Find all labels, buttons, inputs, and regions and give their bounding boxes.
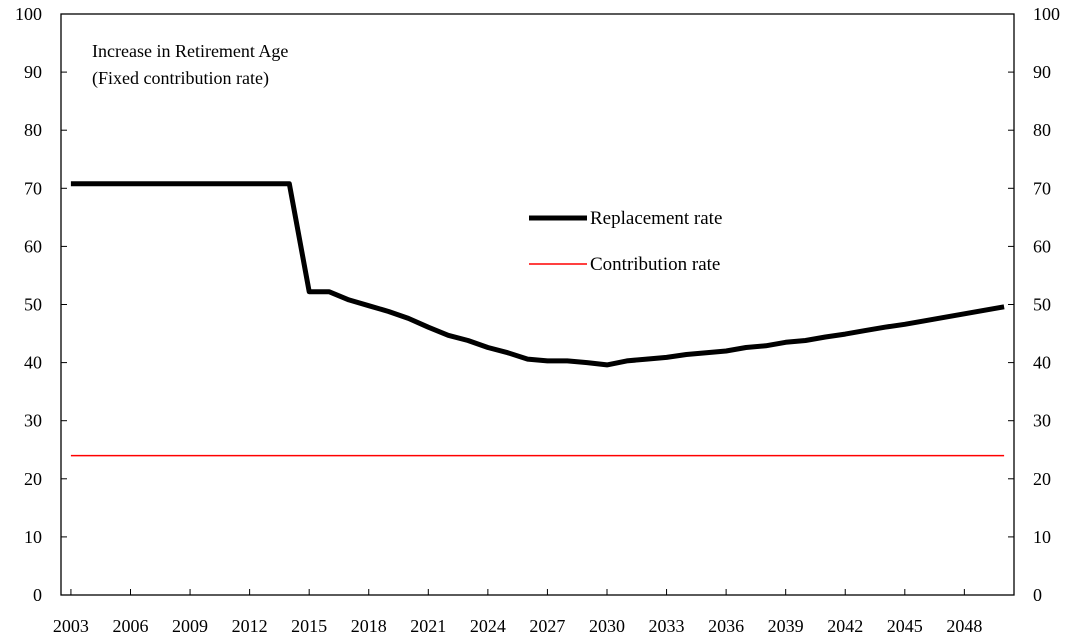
y-tick-label-right: 90 bbox=[1033, 62, 1051, 82]
legend-label-replacement-rate: Replacement rate bbox=[590, 208, 722, 229]
legend-label-contribution-rate: Contribution rate bbox=[590, 254, 720, 275]
x-tick-label: 2009 bbox=[172, 616, 208, 636]
y-axis-left: 0 10 20 30 40 50 60 70 80 90 100 bbox=[15, 4, 67, 605]
y-tick-label-left: 100 bbox=[15, 4, 42, 24]
y-tick-label-left: 20 bbox=[24, 469, 42, 489]
y-tick-label-left: 10 bbox=[24, 527, 42, 547]
y-tick-label-left: 0 bbox=[33, 585, 42, 605]
x-tick-label: 2045 bbox=[887, 616, 923, 636]
x-tick-label: 2006 bbox=[112, 616, 148, 636]
y-axis-right: 0 10 20 30 40 50 60 70 80 90 100 bbox=[1008, 4, 1060, 605]
y-tick-label-left: 50 bbox=[24, 295, 42, 315]
chart-title-line-1: Increase in Retirement Age bbox=[92, 41, 288, 61]
x-tick-label: 2015 bbox=[291, 616, 327, 636]
y-tick-label-left: 60 bbox=[24, 236, 42, 256]
y-tick-label-right: 100 bbox=[1033, 4, 1060, 24]
x-tick-label: 2018 bbox=[351, 616, 387, 636]
chart-title: Increase in Retirement Age (Fixed contri… bbox=[92, 41, 288, 89]
y-tick-label-left: 70 bbox=[24, 178, 42, 198]
y-tick-label-right: 40 bbox=[1033, 353, 1051, 373]
y-tick-label-left: 40 bbox=[24, 353, 42, 373]
x-tick-label: 2012 bbox=[232, 616, 268, 636]
x-tick-label: 2021 bbox=[410, 616, 446, 636]
y-tick-label-right: 0 bbox=[1033, 585, 1042, 605]
y-tick-label-right: 20 bbox=[1033, 469, 1051, 489]
x-tick-label: 2024 bbox=[470, 616, 506, 636]
x-tick-label: 2042 bbox=[827, 616, 863, 636]
y-tick-label-right: 30 bbox=[1033, 411, 1051, 431]
y-tick-label-left: 90 bbox=[24, 62, 42, 82]
y-tick-label-left: 80 bbox=[24, 120, 42, 140]
y-tick-label-right: 70 bbox=[1033, 178, 1051, 198]
y-tick-label-right: 50 bbox=[1033, 295, 1051, 315]
series-layer bbox=[70, 181, 1005, 457]
y-tick-label-right: 60 bbox=[1033, 236, 1051, 256]
x-tick-label: 2039 bbox=[768, 616, 804, 636]
x-axis: 2003 2006 2009 2012 2015 2018 2021 2024 2027 2030… bbox=[53, 589, 982, 636]
x-tick-label: 2003 bbox=[53, 616, 89, 636]
x-tick-label: 2030 bbox=[589, 616, 625, 636]
x-tick-label: 2048 bbox=[946, 616, 982, 636]
x-tick-label: 2033 bbox=[649, 616, 685, 636]
x-tick-label: 2027 bbox=[529, 616, 565, 636]
legend: Replacement rate Contribution rate bbox=[529, 208, 722, 275]
y-tick-label-right: 80 bbox=[1033, 120, 1051, 140]
chart-title-line-2: (Fixed contribution rate) bbox=[92, 68, 269, 89]
plot-frame bbox=[60, 13, 1015, 596]
x-tick-label: 2036 bbox=[708, 616, 744, 636]
y-tick-label-left: 30 bbox=[24, 411, 42, 431]
series-line-replacement-rate bbox=[70, 181, 1005, 368]
y-tick-label-right: 10 bbox=[1033, 527, 1051, 547]
